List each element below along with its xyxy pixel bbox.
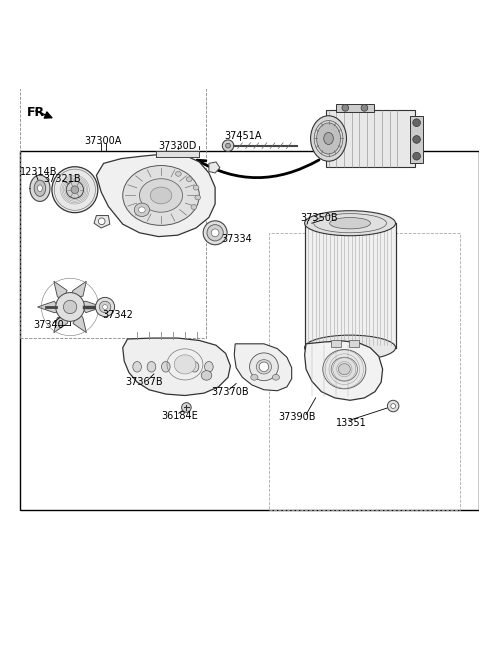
Polygon shape [54, 281, 67, 302]
Polygon shape [78, 301, 103, 313]
Circle shape [391, 403, 396, 409]
Ellipse shape [338, 364, 350, 374]
Ellipse shape [34, 180, 46, 196]
Polygon shape [123, 338, 230, 396]
Polygon shape [73, 312, 86, 332]
Circle shape [96, 298, 115, 317]
Circle shape [413, 119, 420, 127]
Bar [20, 151, 480, 510]
Ellipse shape [250, 353, 278, 380]
Ellipse shape [176, 171, 181, 176]
Text: 37334: 37334 [221, 234, 252, 244]
Circle shape [222, 140, 234, 151]
Ellipse shape [191, 204, 197, 210]
Ellipse shape [201, 371, 212, 380]
Text: 13351: 13351 [336, 419, 366, 428]
Text: 37340: 37340 [33, 320, 64, 330]
Ellipse shape [37, 185, 42, 192]
Ellipse shape [140, 179, 182, 212]
Ellipse shape [147, 361, 156, 372]
Text: 37350B: 37350B [300, 214, 337, 223]
Text: 37367B: 37367B [125, 377, 163, 387]
Circle shape [207, 225, 223, 241]
Ellipse shape [134, 203, 150, 217]
Text: 37330D: 37330D [158, 141, 197, 150]
Text: 12314B: 12314B [20, 166, 57, 177]
Ellipse shape [204, 361, 213, 372]
Text: 37321B: 37321B [44, 173, 82, 184]
Bar [20, 41, 206, 338]
Ellipse shape [186, 177, 192, 181]
Ellipse shape [123, 166, 199, 225]
Ellipse shape [150, 187, 172, 204]
Polygon shape [54, 317, 70, 332]
Polygon shape [70, 281, 86, 298]
Ellipse shape [256, 359, 272, 374]
Polygon shape [209, 162, 220, 173]
Ellipse shape [139, 207, 145, 213]
Ellipse shape [305, 335, 396, 360]
Bar [349, 340, 359, 347]
Bar [331, 340, 340, 347]
Bar [156, 151, 199, 157]
Circle shape [387, 400, 399, 412]
Bar [336, 104, 374, 112]
Text: FR.: FR. [27, 106, 50, 119]
Circle shape [361, 104, 368, 111]
Text: 37300A: 37300A [84, 136, 122, 146]
Ellipse shape [305, 211, 396, 236]
Ellipse shape [161, 361, 170, 372]
Circle shape [226, 143, 230, 148]
Text: 37451A: 37451A [225, 131, 262, 141]
Bar [305, 223, 396, 348]
Circle shape [413, 135, 420, 143]
Ellipse shape [190, 361, 199, 372]
Ellipse shape [174, 355, 196, 374]
Ellipse shape [317, 123, 340, 154]
Circle shape [52, 167, 98, 213]
Bar [326, 110, 415, 167]
Circle shape [103, 305, 108, 309]
Circle shape [63, 300, 77, 313]
Ellipse shape [133, 361, 142, 372]
Bar [410, 116, 423, 164]
Polygon shape [96, 154, 215, 237]
Circle shape [342, 104, 348, 111]
Text: 37390B: 37390B [278, 412, 316, 422]
Bar [269, 233, 460, 510]
Ellipse shape [176, 361, 184, 372]
Circle shape [413, 152, 420, 160]
Polygon shape [37, 301, 62, 313]
Polygon shape [234, 344, 292, 391]
Ellipse shape [251, 374, 258, 380]
Polygon shape [94, 215, 110, 228]
Ellipse shape [30, 175, 50, 202]
Circle shape [181, 403, 191, 412]
Ellipse shape [324, 133, 333, 145]
Circle shape [211, 229, 219, 237]
Circle shape [99, 301, 111, 313]
Ellipse shape [323, 350, 366, 389]
Polygon shape [305, 341, 383, 400]
Circle shape [56, 292, 84, 321]
Circle shape [98, 218, 105, 225]
Ellipse shape [331, 357, 358, 381]
Ellipse shape [311, 116, 347, 161]
Circle shape [66, 181, 84, 198]
Circle shape [203, 221, 227, 245]
Circle shape [71, 186, 79, 194]
Ellipse shape [195, 195, 201, 200]
Circle shape [259, 362, 269, 372]
Ellipse shape [193, 185, 199, 190]
Ellipse shape [272, 374, 279, 380]
Text: 37370B: 37370B [211, 387, 249, 397]
Ellipse shape [330, 217, 371, 229]
Text: 36184E: 36184E [161, 411, 198, 420]
Text: 37342: 37342 [103, 310, 133, 320]
